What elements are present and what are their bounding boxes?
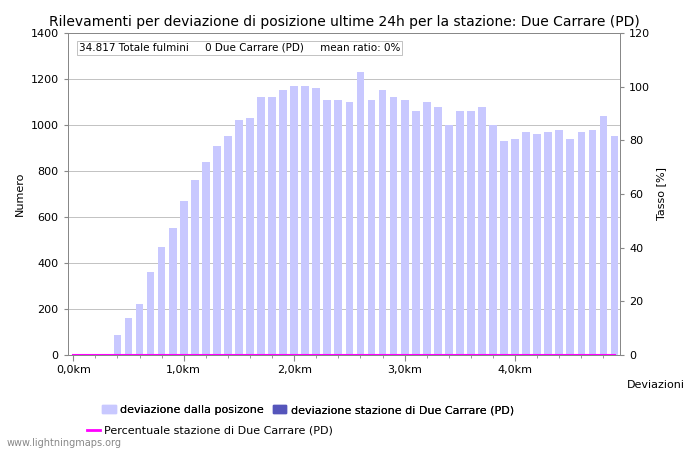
- Bar: [279, 90, 287, 355]
- Bar: [158, 247, 165, 355]
- Bar: [456, 111, 463, 355]
- Bar: [180, 201, 188, 355]
- Bar: [323, 99, 331, 355]
- Bar: [434, 107, 442, 355]
- Bar: [500, 141, 508, 355]
- Bar: [92, 354, 99, 355]
- Bar: [467, 111, 475, 355]
- Text: www.lightningmaps.org: www.lightningmaps.org: [7, 438, 122, 448]
- Bar: [312, 88, 320, 355]
- Bar: [202, 162, 210, 355]
- Bar: [268, 97, 276, 355]
- Title: Rilevamenti per deviazione di posizione ultime 24h per la stazione: Due Carrare : Rilevamenti per deviazione di posizione …: [48, 15, 639, 29]
- Bar: [191, 180, 199, 355]
- Bar: [102, 354, 110, 355]
- Bar: [533, 134, 541, 355]
- Legend: Percentuale stazione di Due Carrare (PD): Percentuale stazione di Due Carrare (PD): [82, 421, 338, 440]
- Bar: [489, 125, 497, 355]
- Y-axis label: Numero: Numero: [15, 172, 25, 216]
- Bar: [478, 107, 486, 355]
- Bar: [136, 304, 144, 355]
- Bar: [423, 102, 430, 355]
- Bar: [235, 120, 243, 355]
- Bar: [356, 72, 364, 355]
- Bar: [147, 272, 155, 355]
- Text: Deviazioni: Deviazioni: [627, 380, 685, 390]
- Bar: [346, 102, 354, 355]
- Bar: [578, 132, 585, 355]
- Text: 34.817 Totale fulmini     0 Due Carrare (PD)     mean ratio: 0%: 34.817 Totale fulmini 0 Due Carrare (PD)…: [79, 43, 400, 53]
- Bar: [246, 118, 254, 355]
- Bar: [224, 136, 232, 355]
- Bar: [545, 132, 552, 355]
- Bar: [125, 318, 132, 355]
- Bar: [566, 139, 574, 355]
- Bar: [610, 136, 618, 355]
- Y-axis label: Tasso [%]: Tasso [%]: [656, 167, 666, 220]
- Bar: [412, 111, 419, 355]
- Bar: [401, 99, 409, 355]
- Bar: [379, 90, 386, 355]
- Bar: [390, 97, 398, 355]
- Bar: [257, 97, 265, 355]
- Legend: deviazione dalla posizone, deviazione stazione di Due Carrare (PD): deviazione dalla posizone, deviazione st…: [98, 401, 518, 420]
- Bar: [290, 86, 298, 355]
- Bar: [555, 130, 564, 355]
- Bar: [213, 146, 220, 355]
- Bar: [335, 99, 342, 355]
- Bar: [302, 86, 309, 355]
- Bar: [522, 132, 530, 355]
- Bar: [600, 116, 608, 355]
- Bar: [511, 139, 519, 355]
- Bar: [113, 335, 121, 355]
- Bar: [445, 125, 453, 355]
- Bar: [368, 99, 375, 355]
- Bar: [169, 229, 176, 355]
- Bar: [589, 130, 596, 355]
